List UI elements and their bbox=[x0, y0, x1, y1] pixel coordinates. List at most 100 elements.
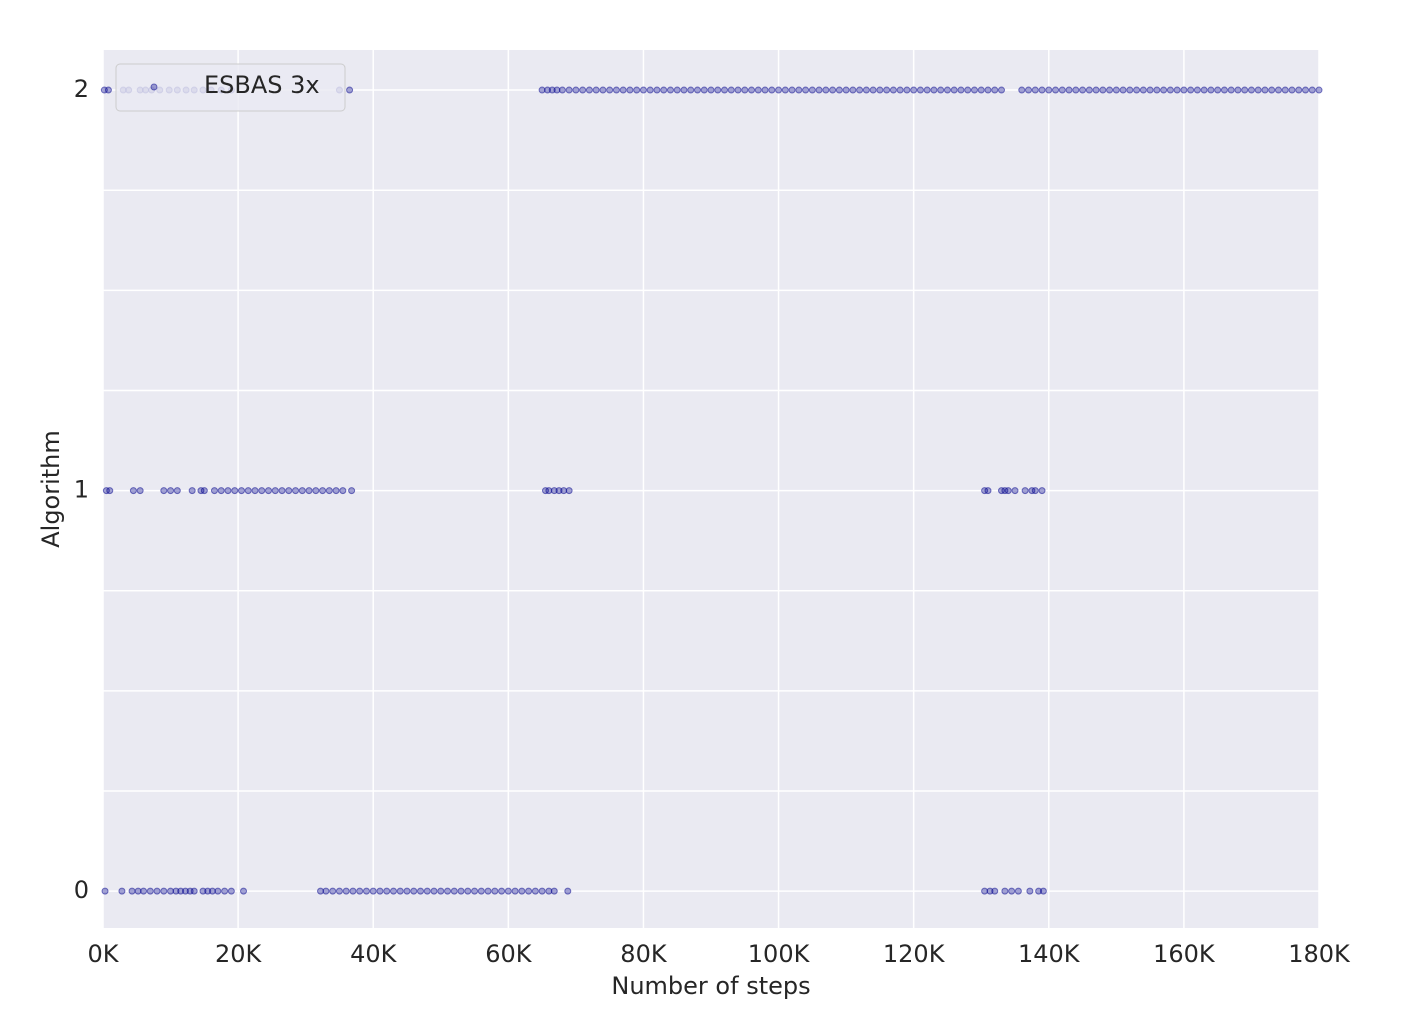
point bbox=[829, 86, 837, 94]
point bbox=[285, 487, 293, 495]
point bbox=[258, 487, 266, 495]
point bbox=[565, 487, 573, 495]
point bbox=[484, 887, 492, 895]
point bbox=[1031, 487, 1039, 495]
point bbox=[160, 487, 168, 495]
point bbox=[167, 887, 175, 895]
point bbox=[231, 487, 239, 495]
point bbox=[129, 487, 137, 495]
point bbox=[619, 86, 627, 94]
point bbox=[1281, 86, 1289, 94]
point bbox=[1065, 86, 1073, 94]
point bbox=[444, 887, 452, 895]
point bbox=[329, 887, 337, 895]
point bbox=[1146, 86, 1154, 94]
point bbox=[450, 887, 458, 895]
point bbox=[761, 86, 769, 94]
point bbox=[883, 86, 891, 94]
point bbox=[545, 887, 553, 895]
point bbox=[896, 86, 904, 94]
point bbox=[504, 887, 512, 895]
point bbox=[1261, 86, 1269, 94]
point bbox=[511, 887, 519, 895]
point bbox=[208, 887, 216, 895]
point bbox=[322, 887, 330, 895]
point bbox=[128, 887, 136, 895]
point bbox=[1038, 86, 1046, 94]
point bbox=[876, 86, 884, 94]
point bbox=[498, 887, 506, 895]
point bbox=[134, 887, 142, 895]
point bbox=[221, 887, 229, 895]
point bbox=[937, 86, 945, 94]
point bbox=[437, 887, 445, 895]
point bbox=[376, 887, 384, 895]
point bbox=[383, 887, 391, 895]
point bbox=[369, 887, 377, 895]
point bbox=[1200, 86, 1208, 94]
point bbox=[298, 487, 306, 495]
point bbox=[606, 86, 614, 94]
point bbox=[550, 487, 558, 495]
point bbox=[612, 86, 620, 94]
plot-area bbox=[103, 50, 1319, 928]
point bbox=[140, 887, 148, 895]
point bbox=[903, 86, 911, 94]
point bbox=[118, 887, 126, 895]
point bbox=[1274, 86, 1282, 94]
point bbox=[317, 887, 325, 895]
point bbox=[172, 887, 180, 895]
point bbox=[727, 86, 735, 94]
point bbox=[1085, 86, 1093, 94]
point bbox=[1227, 86, 1235, 94]
point bbox=[991, 887, 999, 895]
x-tick-label: 180K bbox=[1288, 940, 1351, 968]
point bbox=[188, 487, 196, 495]
point bbox=[1234, 86, 1242, 94]
point bbox=[943, 86, 951, 94]
point bbox=[1126, 86, 1134, 94]
point bbox=[788, 86, 796, 94]
point bbox=[862, 86, 870, 94]
point bbox=[986, 887, 994, 895]
point bbox=[457, 887, 465, 895]
point bbox=[1072, 86, 1080, 94]
point bbox=[477, 887, 485, 895]
point bbox=[305, 487, 313, 495]
point bbox=[1018, 86, 1026, 94]
point bbox=[553, 86, 561, 94]
point bbox=[923, 86, 931, 94]
point bbox=[1045, 86, 1053, 94]
point bbox=[795, 86, 803, 94]
point bbox=[1153, 86, 1161, 94]
point bbox=[251, 487, 259, 495]
point bbox=[548, 86, 556, 94]
point bbox=[991, 86, 999, 94]
point bbox=[525, 887, 533, 895]
point bbox=[464, 887, 472, 895]
point bbox=[518, 887, 526, 895]
grid bbox=[102, 50, 1320, 928]
point bbox=[545, 487, 553, 495]
point bbox=[1008, 887, 1016, 895]
point bbox=[403, 887, 411, 895]
point bbox=[346, 86, 354, 94]
point bbox=[1139, 86, 1147, 94]
point bbox=[348, 487, 356, 495]
point bbox=[815, 86, 823, 94]
point bbox=[957, 86, 965, 94]
point bbox=[1288, 86, 1296, 94]
point bbox=[430, 887, 438, 895]
point bbox=[1180, 86, 1188, 94]
y-tick-label: 1 bbox=[74, 476, 89, 504]
point bbox=[1308, 86, 1316, 94]
legend: ESBAS 3x bbox=[115, 63, 346, 112]
point bbox=[869, 86, 877, 94]
point bbox=[1011, 487, 1019, 495]
point bbox=[312, 487, 320, 495]
point bbox=[173, 487, 181, 495]
point bbox=[775, 86, 783, 94]
point bbox=[332, 487, 340, 495]
point bbox=[1119, 86, 1127, 94]
point bbox=[768, 86, 776, 94]
